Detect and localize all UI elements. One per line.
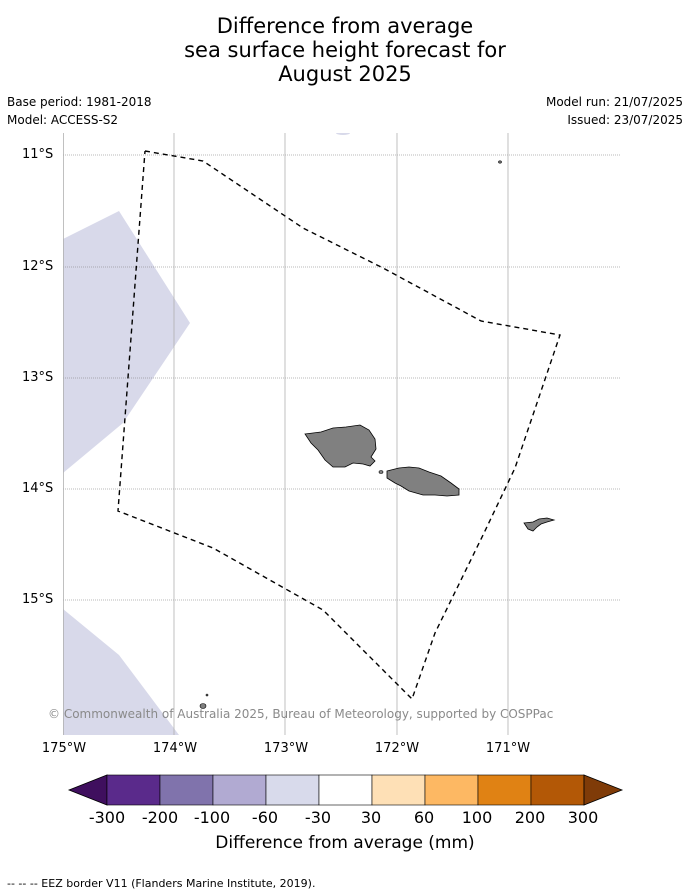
lat-label-14s: 14°S xyxy=(22,481,54,496)
anomaly-region-southwest xyxy=(63,609,179,735)
model-name: Model: ACCESS-S2 xyxy=(7,113,119,127)
map-panel[interactable] xyxy=(63,133,620,735)
cb-tick-label: 30 xyxy=(360,808,382,827)
cb-tick-label: 60 xyxy=(413,808,435,827)
model-run: Model run: 21/07/2025 xyxy=(545,95,683,109)
chart-title: Difference from average sea surface heig… xyxy=(0,14,690,86)
meta-left: Base period: 1981-2018 Model: ACCESS-S2 xyxy=(7,95,152,131)
colorbar-bin xyxy=(106,774,161,806)
island-savaii xyxy=(304,424,377,468)
lon-label-174w: 174°W xyxy=(152,741,198,756)
cb-tick-label: 300 xyxy=(567,808,599,827)
colorbar-extend-high xyxy=(583,774,624,806)
cb-tick-label: -60 xyxy=(251,808,279,827)
island-south-tiny xyxy=(205,693,209,697)
colorbar-bin xyxy=(530,774,585,806)
lat-label-12s: 12°S xyxy=(22,259,54,274)
footer-note: -- -- -- EEZ border V11 (Flanders Marine… xyxy=(7,877,316,890)
cb-tick-label: -300 xyxy=(88,808,126,827)
anomaly-speck-top xyxy=(336,133,350,135)
colorbar-bin xyxy=(371,774,426,806)
anomaly-region-west xyxy=(63,211,190,473)
meta-right: Model run: 21/07/2025 Issued: 23/07/2025 xyxy=(546,95,683,131)
lon-label-173w: 173°W xyxy=(263,741,309,756)
cb-tick-label: -100 xyxy=(193,808,231,827)
island-upolu xyxy=(386,466,460,497)
island-tutuila xyxy=(523,517,556,532)
island-south-small xyxy=(199,703,207,709)
colorbar-bin xyxy=(424,774,479,806)
lon-label-175w: 175°W xyxy=(41,741,87,756)
title-line-3: August 2025 xyxy=(278,62,412,86)
title-line-2: sea surface height forecast for xyxy=(184,38,506,62)
cb-tick-label: 200 xyxy=(514,808,546,827)
colorbar xyxy=(67,774,624,806)
cb-tick-label: -30 xyxy=(304,808,332,827)
lon-label-172w: 172°W xyxy=(374,741,420,756)
colorbar-bin xyxy=(318,774,373,806)
island-swains xyxy=(498,160,502,164)
gridlines xyxy=(63,133,620,735)
lat-label-13s: 13°S xyxy=(22,370,54,385)
issued-date: Issued: 23/07/2025 xyxy=(567,113,683,127)
cb-tick-label: 100 xyxy=(461,808,493,827)
copyright-notice: © Commonwealth of Australia 2025, Bureau… xyxy=(48,707,554,721)
eez-border xyxy=(117,150,561,701)
title-line-1: Difference from average xyxy=(216,14,474,38)
colorbar-bin xyxy=(159,774,214,806)
lon-label-171w: 171°W xyxy=(485,741,531,756)
colorbar-title: Difference from average (mm) xyxy=(215,833,475,853)
colorbar-bin xyxy=(477,774,532,806)
colorbar-bin xyxy=(212,774,267,806)
island-manono xyxy=(378,470,384,474)
lat-label-11s: 11°S xyxy=(22,147,54,162)
lat-label-15s: 15°S xyxy=(22,592,54,607)
colorbar-bin xyxy=(265,774,320,806)
base-period: Base period: 1981-2018 xyxy=(7,95,152,109)
cb-tick-label: -200 xyxy=(141,808,179,827)
colorbar-extend-low xyxy=(67,774,108,806)
map-svg xyxy=(63,133,620,735)
